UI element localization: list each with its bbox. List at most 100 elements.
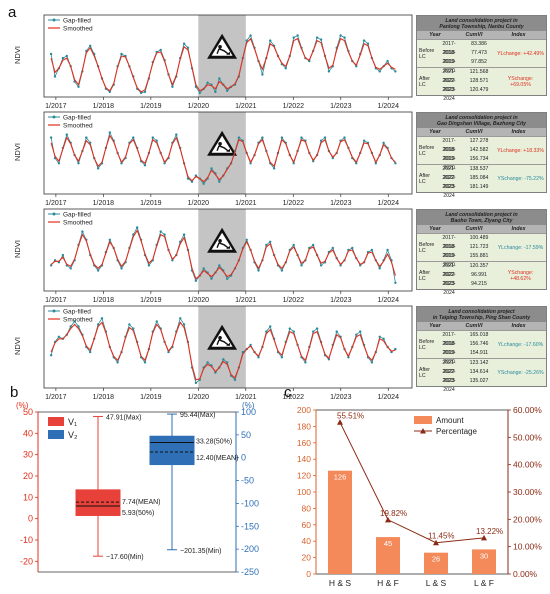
category-label: L & S: [426, 578, 447, 588]
table-group-after: After LC 2021-2022 138.537 2022-2023 185.084 2…: [417, 164, 546, 200]
table-title-line: Land consolidation project in: [445, 17, 518, 24]
x-tick-label: 1/2021: [235, 200, 257, 207]
gap-filled-point: [143, 361, 147, 364]
worker-head: [218, 336, 222, 340]
gap-filled-point: [312, 330, 315, 333]
table-title-line: Baoho Town, Ziyang City: [450, 217, 513, 224]
gap-filled-point: [147, 264, 151, 267]
legend-swatch-1: [48, 417, 64, 426]
change-index: YSchange: -75.22%: [497, 175, 544, 182]
left-tick-label: 40: [23, 428, 33, 438]
gap-filled-point: [226, 89, 229, 93]
panel-b-boxplot: -20-1001020304050-250-200-150-100-500501…: [16, 401, 259, 577]
group-label: Before LC: [417, 40, 437, 67]
gap-filled-point: [96, 167, 100, 170]
left-tick-label: 100: [297, 487, 311, 497]
worker-body: [216, 48, 229, 55]
gap-filled-point: [269, 39, 272, 42]
gap-filled-point: [233, 378, 237, 381]
left-tick-label: 30: [23, 450, 33, 460]
cell-year: 2021-2022: [442, 263, 456, 279]
x-tick-label: 1/2019: [140, 200, 162, 207]
right-tick-label: 10.00%: [513, 542, 542, 552]
box-2: 95.44(Max) 33.28(50%) 12.40(MEAN) −201.35(M…: [149, 412, 238, 555]
gap-filled-point: [57, 162, 61, 165]
table-title: Land consolidation project in Taiping Tow…: [417, 307, 546, 323]
bar-3: [424, 552, 448, 574]
right-tick-label: -200: [241, 544, 259, 554]
value-label-min: −17.60(Min): [106, 554, 144, 561]
gap-filled-point: [171, 85, 174, 89]
gap-filled-point: [331, 246, 334, 250]
x-tick-label: 1/2019: [140, 297, 162, 304]
table-group-after: After LC 2021-2022 120.357 2022-2023 96.991 20…: [417, 261, 546, 297]
col-index: Index: [511, 32, 526, 39]
gap-filled-point: [49, 136, 53, 139]
gap-filled-point: [261, 73, 264, 76]
left-tick-label: 160: [297, 438, 311, 448]
cell-cumvi: 83.386: [471, 41, 487, 48]
gap-filled-point: [323, 136, 327, 139]
cell-year: 2023-2024: [442, 281, 456, 297]
summary-table-3: Land consolidation project in Baoho Town,…: [416, 209, 547, 297]
gap-filled-point: [249, 343, 252, 347]
summary-table-2: Land consolidation project in Gao Dingsha…: [416, 112, 547, 200]
worker-body: [216, 145, 229, 152]
right-tick-label: 60.00%: [513, 405, 542, 415]
table-row: 2018-2019 156.746: [437, 340, 497, 356]
left-tick-label: 140: [297, 454, 311, 464]
gap-filled-point: [57, 335, 61, 338]
gap-filled-point: [269, 240, 272, 243]
x-tick-label: 1/2018: [93, 394, 115, 401]
gap-filled-point: [49, 354, 53, 357]
x-tick-label: 1/2017: [45, 394, 67, 401]
col-year: Year: [429, 323, 441, 330]
cell-year: 2023-2024: [442, 184, 456, 200]
gap-filled-point: [319, 264, 323, 267]
bar-4: [472, 549, 496, 574]
legend-amount-label: Amount: [436, 416, 464, 425]
cell-cumvi: 154.911: [469, 350, 489, 357]
construction-warning-icon: [207, 33, 238, 59]
gap-filled-point: [108, 238, 112, 241]
cell-cumvi: 94.215: [471, 281, 487, 288]
gap-filled-point: [280, 269, 284, 272]
cell-cumvi: 155.881: [469, 253, 489, 260]
x-tick-label: 1/2018: [93, 297, 115, 304]
group-label: After LC: [417, 359, 437, 386]
group-label-line: LC: [419, 372, 426, 379]
panel-letter-a: a: [8, 4, 17, 21]
gap-filled-point: [339, 264, 342, 267]
gap-filled-point: [73, 320, 76, 323]
cell-cumvi: 127.278: [469, 138, 489, 145]
gap-filled-point: [182, 233, 186, 236]
legend-smoothed-label: Smoothed: [63, 122, 93, 129]
group-label: Before LC: [417, 234, 437, 261]
group-label-line: LC: [419, 81, 426, 88]
change-index: YSchange: +48.62%: [507, 269, 534, 282]
table-title-line: in Taiping Township, Ping Shan County: [432, 314, 531, 321]
gap-filled-point: [284, 67, 287, 70]
worker-head: [218, 45, 222, 49]
gap-filled-point: [394, 281, 397, 284]
col-index: Index: [511, 226, 526, 233]
table-title-line: Land consolidation project in: [445, 114, 518, 121]
table-group-before: Before LC 2017-2018 127.278 2018-2019 142.582…: [417, 136, 546, 171]
gap-filled-point: [143, 90, 147, 94]
cell-year: 2022-2023: [442, 369, 456, 385]
right-tick-label: 40.00%: [513, 460, 542, 470]
value-label-max: 47.91(Max): [106, 414, 141, 421]
legend-percentage-label: Percentage: [436, 427, 477, 436]
group-label: Before LC: [417, 137, 437, 164]
cell-year: 2022-2023: [442, 78, 456, 94]
table-row: 2022-2023 128.571: [437, 77, 497, 94]
gap-filled-point: [394, 70, 397, 73]
y-axis-label: NDVI: [13, 46, 22, 64]
worker-head: [218, 142, 222, 146]
plot-frame: [43, 111, 413, 195]
gap-filled-point: [116, 361, 119, 364]
gap-filled-point: [171, 259, 174, 262]
table-title: Land consolidation project in Panlong Tow…: [417, 16, 546, 32]
cell-year: 2018-2019: [442, 147, 456, 163]
